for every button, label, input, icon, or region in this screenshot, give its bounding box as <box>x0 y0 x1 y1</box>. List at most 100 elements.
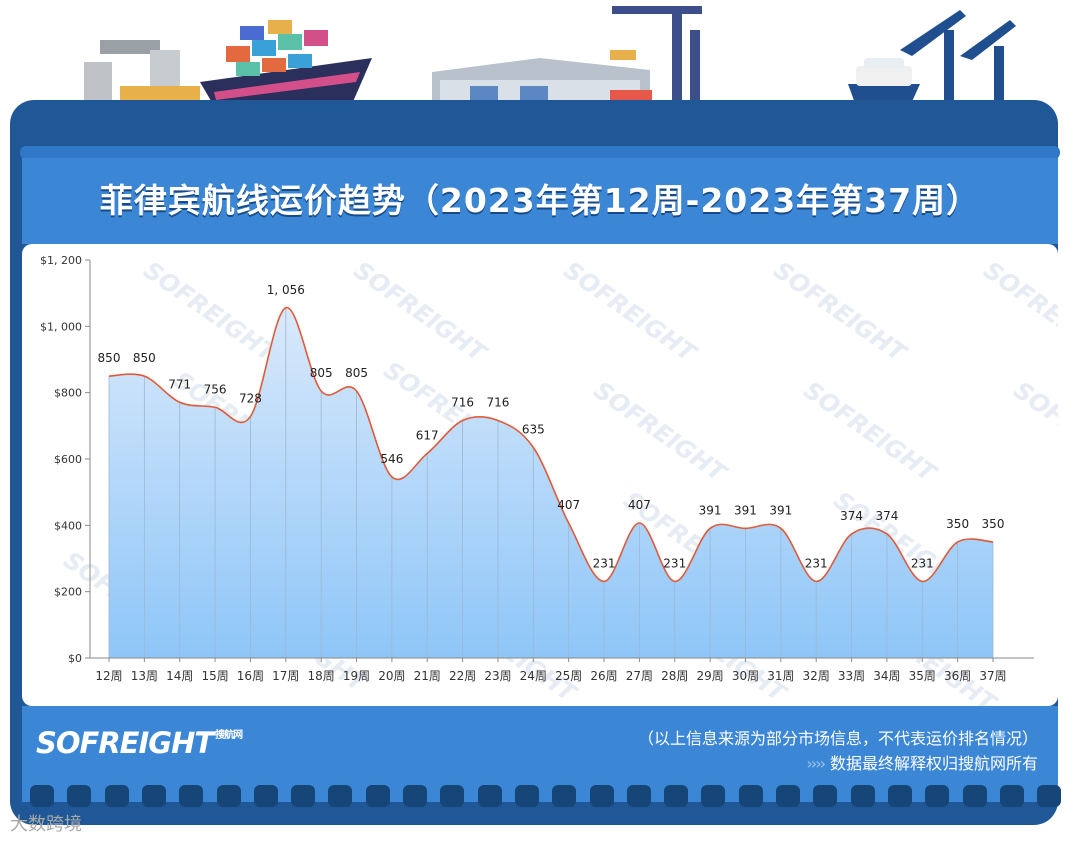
data-label: 716 <box>451 396 474 410</box>
x-tick-label: 37周 <box>979 669 1006 683</box>
data-label: 771 <box>168 377 191 391</box>
data-label: 407 <box>557 498 580 512</box>
x-tick-label: 24周 <box>520 669 547 683</box>
data-label: 850 <box>98 351 121 365</box>
binder-dot <box>67 785 92 807</box>
binder-dot <box>365 785 390 807</box>
chart-card: SOFREIGHT SOFREIGHT SOFREIGHT SOFREIGHT SOFR… <box>22 244 1058 706</box>
data-label: 231 <box>663 556 686 570</box>
binder-dot <box>664 785 689 807</box>
data-label: 231 <box>911 556 934 570</box>
binder-dot <box>813 785 838 807</box>
binder-dot <box>514 785 539 807</box>
x-tick-label: 19周 <box>343 669 370 683</box>
y-tick-label: $800 <box>54 387 82 400</box>
rights-note: ›››› 数据最终解释权归搜航网所有 <box>806 750 1038 774</box>
watermark-text: SOFREIGHT <box>589 376 733 488</box>
binder-dot <box>887 785 912 807</box>
chart-title: 菲律宾航线运价趋势（2023年第12周-2023年第37周） <box>99 181 981 220</box>
x-tick-label: 16周 <box>237 669 264 683</box>
x-tick-label: 27周 <box>626 669 653 683</box>
binder-dot <box>589 785 614 807</box>
binder-dot <box>999 785 1024 807</box>
x-tick-label: 29周 <box>696 669 723 683</box>
data-label: 374 <box>840 509 863 523</box>
binder-dot <box>440 785 465 807</box>
binder-dot <box>962 785 987 807</box>
x-tick-label: 18周 <box>308 669 335 683</box>
brand-logo-text: SOFREIGHT <box>36 726 214 760</box>
watermark-text: SOFREIGHT <box>979 256 1058 368</box>
binder-dot <box>328 785 353 807</box>
data-label: 350 <box>982 517 1005 531</box>
freight-rate-chart: SOFREIGHT SOFREIGHT SOFREIGHT SOFREIGHT SOFR… <box>40 254 1058 706</box>
binder-dot <box>104 785 129 807</box>
binder-dot <box>738 785 763 807</box>
binder-dot <box>701 785 726 807</box>
binder-dot <box>30 785 54 807</box>
binder-dot <box>850 785 875 807</box>
binder-dot <box>552 785 577 807</box>
series-line <box>108 306 994 583</box>
y-tick-label: $400 <box>54 519 82 532</box>
data-label: 350 <box>946 517 969 531</box>
binder-dot <box>141 785 166 807</box>
rights-text: 数据最终解释权归搜航网所有 <box>829 754 1038 773</box>
x-tick-label: 20周 <box>378 669 405 683</box>
x-tick-label: 30周 <box>732 669 759 683</box>
data-label: 407 <box>628 498 651 512</box>
x-tick-label: 17周 <box>272 669 299 683</box>
arrow-chevrons-icon: ›››› <box>806 754 826 773</box>
binder-dot <box>403 785 427 807</box>
x-tick-label: 12周 <box>95 669 122 683</box>
data-label: 1, 056 <box>267 283 305 297</box>
area-layer <box>108 306 994 658</box>
bottom-watermark-text: 大数跨境 <box>10 814 82 835</box>
watermark-text: SOFREIGHT <box>139 256 283 368</box>
data-label: 805 <box>310 366 333 380</box>
watermark-text: SOFREIGHT <box>349 256 493 368</box>
x-tick-label: 34周 <box>873 669 900 683</box>
y-tick-label: $1, 200 <box>40 254 82 267</box>
watermark-text: SOFREIGHT <box>559 256 703 368</box>
binder-dot <box>776 785 800 807</box>
binder-dot <box>179 785 204 807</box>
data-label: 850 <box>133 351 156 365</box>
y-tick-label: $1, 000 <box>40 320 82 333</box>
data-label: 374 <box>875 509 898 523</box>
watermark-text: SOFREIGHT <box>769 256 913 368</box>
title-band <box>22 158 1058 244</box>
data-label: 231 <box>805 556 828 570</box>
binder-dot <box>1037 785 1062 807</box>
x-tick-label: 35周 <box>909 669 936 683</box>
x-tick-label: 25周 <box>555 669 582 683</box>
watermark-text: SOFREIGHT <box>1009 376 1058 488</box>
binder-dot <box>477 785 502 807</box>
brand-logo: SOFREIGHT 搜航网 <box>36 726 243 760</box>
x-tick-label: 36周 <box>944 669 971 683</box>
source-disclaimer: （以上信息来源为部分市场信息，不代表运价排名情况） <box>637 729 1038 748</box>
x-tick-label: 32周 <box>803 669 830 683</box>
data-label: 231 <box>593 556 616 570</box>
data-label: 805 <box>345 366 368 380</box>
x-tick-label: 15周 <box>201 669 228 683</box>
data-label: 391 <box>769 503 792 517</box>
data-label: 756 <box>204 382 227 396</box>
brand-logo-sub: 搜航网 <box>215 730 243 741</box>
data-label: 617 <box>416 428 439 442</box>
binder-dot <box>253 785 278 807</box>
data-label: 716 <box>487 396 510 410</box>
data-label: 546 <box>380 452 403 466</box>
x-tick-label: 26周 <box>590 669 617 683</box>
binder-dots <box>20 785 1062 807</box>
x-tick-label: 33周 <box>838 669 865 683</box>
binder-dot <box>291 785 316 807</box>
x-tick-label: 22周 <box>449 669 476 683</box>
x-tick-label: 14周 <box>166 669 193 683</box>
data-label: 728 <box>239 392 262 406</box>
panel-top-strip <box>20 146 1060 159</box>
data-label: 391 <box>699 503 722 517</box>
bottom-watermark: 大数跨境 <box>10 810 82 836</box>
binder-dot <box>216 785 241 807</box>
y-tick-label: $600 <box>54 453 82 466</box>
